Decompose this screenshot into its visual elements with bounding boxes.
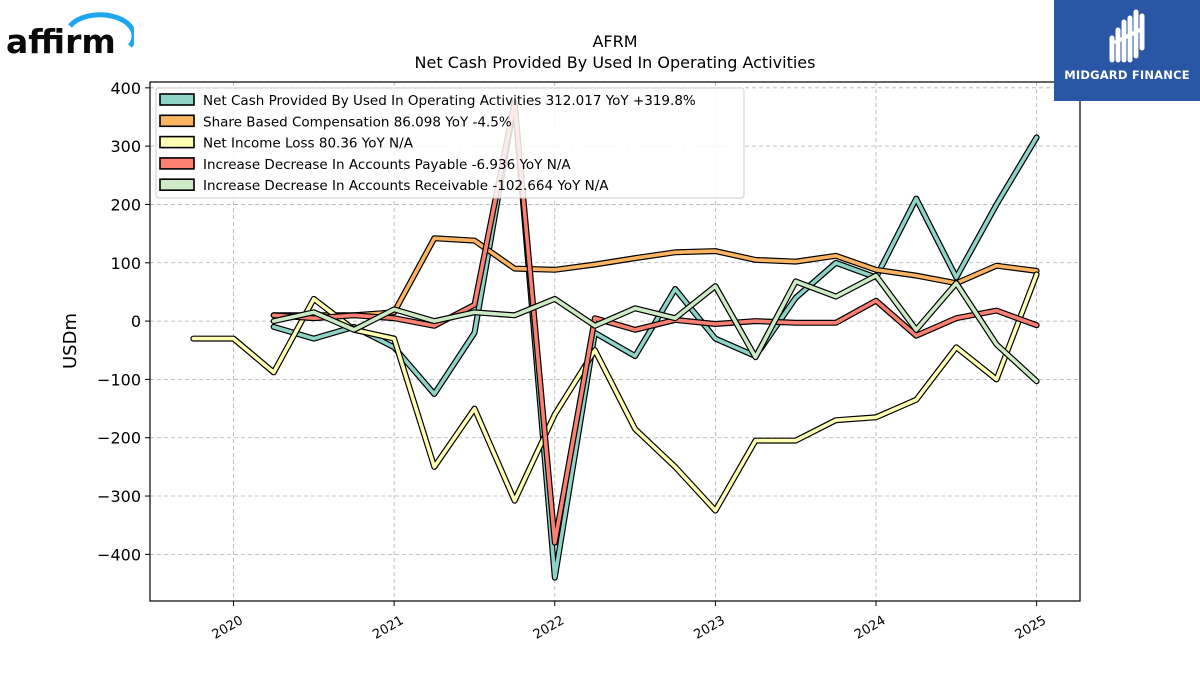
- midgard-finance-logo: MIDGARD FINANCE: [1054, 0, 1200, 101]
- legend-box: [155, 87, 745, 199]
- legend-swatch: [159, 114, 195, 128]
- x-tick-label: 2021: [370, 613, 406, 643]
- affirm-logo: affirm: [4, 6, 137, 61]
- y-tick-label: −200: [97, 429, 141, 448]
- y-tick-label: 400: [110, 79, 141, 98]
- legend-label: Increase Decrease In Accounts Receivable…: [203, 178, 609, 194]
- legend-label: Increase Decrease In Accounts Payable -6…: [203, 157, 571, 173]
- legend-label: Net Income Loss 80.36 YoY N/A: [203, 136, 414, 152]
- y-axis-label: USDm: [60, 313, 81, 369]
- y-tick-label: 200: [110, 195, 141, 214]
- midgard-emblem-icon: [1109, 9, 1145, 63]
- y-tick-label: −300: [97, 487, 141, 506]
- legend-swatch: [159, 93, 195, 106]
- legend-label: Net Cash Provided By Used In Operating A…: [203, 93, 696, 109]
- y-tick-label: 100: [110, 254, 141, 273]
- series-line: [271, 100, 1039, 545]
- series-line: [271, 236, 1039, 318]
- x-tick-label: 2023: [692, 613, 728, 643]
- chart-title: AFRM: [592, 32, 637, 51]
- series-layer: [190, 99, 1040, 581]
- series-line: [271, 273, 1039, 384]
- y-tick-label: −400: [97, 545, 141, 564]
- legend-label: Share Based Compensation 86.098 YoY -4.5…: [203, 114, 512, 130]
- legend: Net Cash Provided By Used In Operating A…: [155, 87, 745, 199]
- legend-swatch: [159, 135, 195, 149]
- affirm-arc-icon: [68, 12, 137, 48]
- x-tick-label: 2024: [852, 613, 888, 643]
- y-tick-label: 300: [110, 137, 141, 156]
- series-line-outline: [270, 272, 1040, 385]
- legend-swatch: [159, 157, 195, 170]
- y-tick-label: 0: [131, 312, 141, 331]
- y-tick-label: −100: [97, 370, 141, 389]
- affirm-logo-text: affirm: [6, 22, 116, 58]
- midgard-logo-text: MIDGARD FINANCE: [1064, 68, 1190, 82]
- legend-swatch: [159, 178, 195, 191]
- affirm-logo-graphic: affirm: [6, 12, 137, 61]
- x-tick-label: 2022: [531, 613, 567, 643]
- series-line: [191, 272, 1039, 513]
- x-tick-label: 2025: [1013, 613, 1049, 643]
- x-tick-label: 2020: [210, 613, 246, 643]
- chart-subtitle: Net Cash Provided By Used In Operating A…: [415, 53, 816, 72]
- plot-frame: [149, 81, 1081, 602]
